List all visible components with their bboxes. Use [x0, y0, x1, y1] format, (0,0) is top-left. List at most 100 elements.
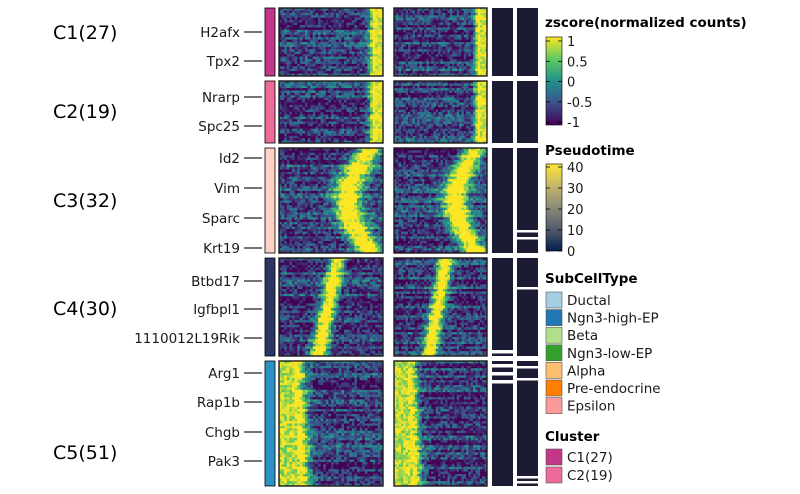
heat-cell: [417, 44, 420, 48]
heat-cell: [484, 114, 488, 118]
heat-cell: [286, 37, 290, 40]
heat-cell: [473, 22, 476, 26]
heat-cell: [380, 112, 384, 115]
heat-cell: [359, 95, 363, 98]
heat-cell: [438, 107, 441, 110]
heat-cell: [284, 150, 288, 154]
heat-cell: [364, 176, 368, 180]
heat-cell: [294, 37, 298, 40]
heat-cell: [279, 8, 282, 11]
heat-cell: [454, 56, 458, 60]
heat-cell: [475, 54, 479, 57]
heat-cell: [302, 54, 306, 57]
heat-cell: [310, 59, 314, 62]
heat-cell: [357, 133, 360, 137]
heat-cell: [294, 171, 298, 175]
heat-cell: [380, 27, 384, 31]
heat-cell: [354, 12, 358, 16]
heat-cell: [454, 126, 458, 129]
heat-cell: [299, 61, 303, 65]
heat-cell: [331, 42, 334, 45]
heat-cell: [475, 92, 479, 96]
heat-cell: [452, 88, 455, 91]
heat-cell: [325, 92, 329, 96]
heat-cell: [328, 10, 332, 14]
heat-cell: [442, 133, 446, 137]
heat-cell: [354, 114, 358, 118]
heat-cell: [421, 81, 425, 84]
heat-cell: [286, 119, 290, 122]
heat-cell: [315, 119, 319, 122]
heat-cell: [315, 140, 319, 144]
heat-cell: [398, 22, 402, 26]
heat-cell: [318, 42, 321, 45]
heat-cell: [438, 119, 441, 122]
heat-cell: [375, 114, 379, 118]
heat-cell: [431, 17, 434, 21]
heat-cell: [362, 25, 366, 28]
heat-cell: [452, 73, 455, 77]
heat-cell: [403, 128, 406, 132]
heat-cell: [456, 128, 460, 132]
heat-cell: [318, 32, 321, 36]
heat-cell: [294, 81, 298, 84]
heat-cell: [281, 88, 285, 91]
heat-cell: [410, 119, 413, 122]
heat-cell: [297, 34, 301, 38]
cluster-block-2: [264, 80, 488, 144]
heat-cell: [294, 20, 298, 23]
heat-cell: [338, 152, 342, 156]
heat-cell: [367, 15, 371, 19]
heat-cell: [454, 51, 458, 55]
heat-cell: [349, 131, 353, 134]
heat-cell: [331, 59, 334, 62]
heat-cell: [438, 37, 441, 40]
heat-cell: [421, 46, 425, 50]
heat-cell: [320, 90, 324, 94]
heat-cell: [341, 95, 345, 98]
heat-cell: [405, 88, 409, 91]
heat-cell: [475, 8, 479, 11]
heat-cell: [351, 29, 355, 33]
heat-cell: [454, 97, 458, 101]
heat-cell: [449, 102, 453, 106]
heat-cell: [289, 63, 293, 67]
heat-cell: [364, 150, 368, 154]
heat-cell: [344, 25, 347, 28]
heat-cell: [284, 107, 288, 110]
heat-cell: [333, 42, 337, 45]
heat-cell: [289, 59, 293, 62]
heat-cell: [440, 54, 444, 57]
heat-cell: [459, 25, 462, 28]
heat-cell: [377, 114, 381, 118]
heat-cell: [305, 12, 308, 16]
heat-cell: [412, 54, 416, 57]
heat-cell: [461, 102, 465, 106]
heat-cell: [357, 8, 360, 11]
heat-cell: [323, 138, 327, 141]
heat-cell: [299, 171, 303, 175]
heat-cell: [468, 112, 472, 115]
heat-cell: [362, 92, 366, 96]
heat-cell: [468, 133, 472, 137]
heat-cell: [279, 107, 282, 110]
heat-cell: [364, 8, 368, 11]
heat-cell: [292, 51, 295, 55]
heat-cell: [367, 157, 371, 161]
heat-cell: [400, 123, 404, 127]
heat-cell: [307, 20, 311, 23]
heat-cell: [412, 135, 416, 139]
heat-cell: [396, 123, 399, 127]
heat-cell: [424, 25, 427, 28]
heat-cell: [447, 119, 451, 122]
heat-cell: [396, 95, 399, 98]
heat-cell: [344, 112, 347, 115]
heat-cell: [400, 46, 404, 50]
heat-cell: [372, 128, 376, 132]
heat-cell: [468, 22, 472, 26]
heat-cell: [424, 131, 427, 134]
heat-cell: [466, 126, 469, 129]
heat-cell: [318, 164, 321, 168]
heat-cell: [470, 29, 474, 33]
heat-cell: [279, 157, 282, 161]
